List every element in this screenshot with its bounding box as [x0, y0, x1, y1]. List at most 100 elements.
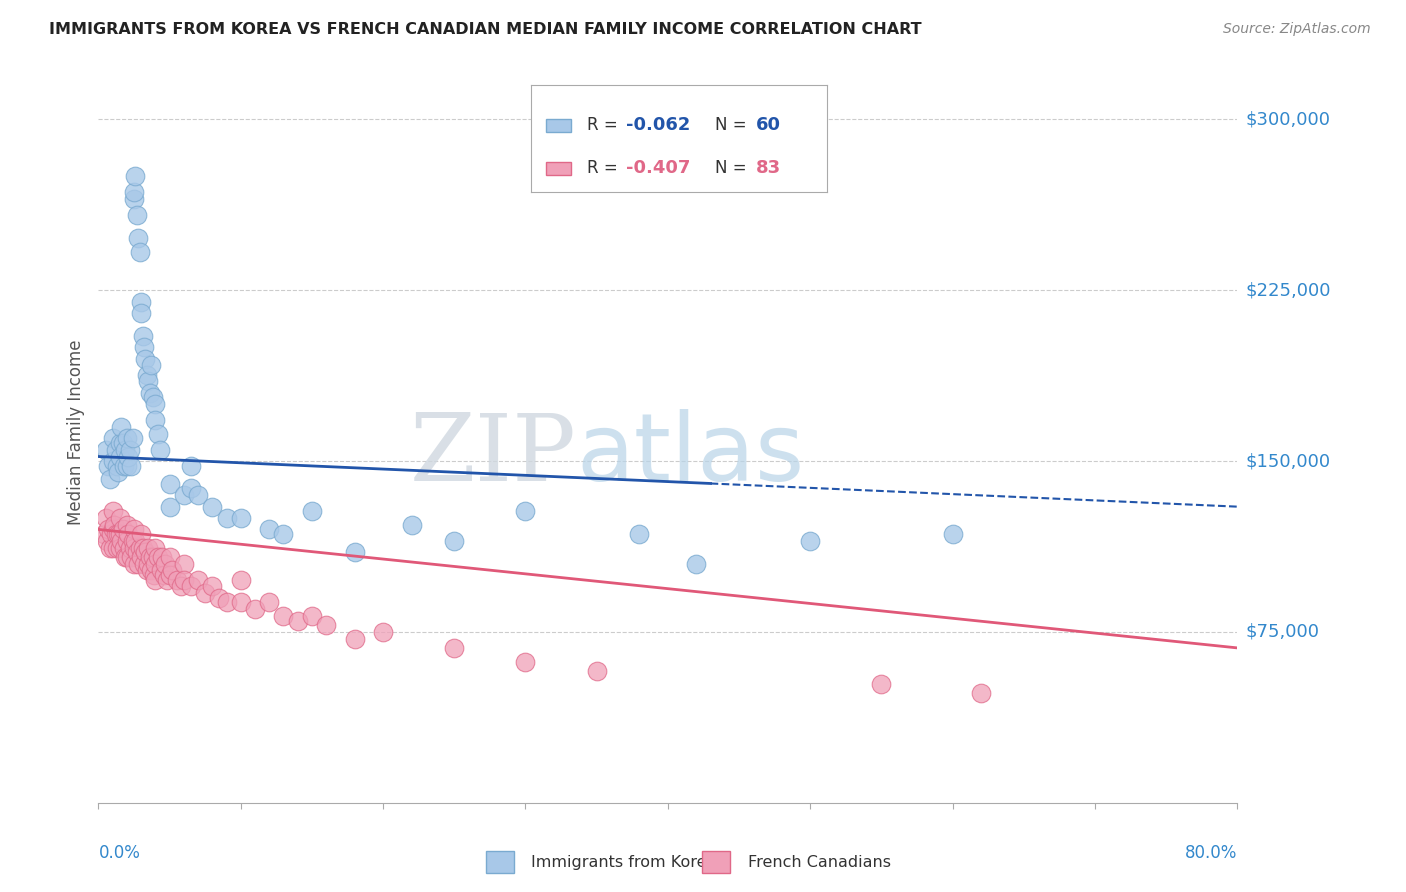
Point [131, 328, 153, 343]
Point [141, 549, 163, 564]
Point [287, 614, 309, 628]
Point [443, 640, 465, 655]
Point [108, 511, 131, 525]
Point [97, 523, 120, 537]
Point [373, 624, 395, 639]
Point [170, 579, 193, 593]
Point [159, 476, 181, 491]
Point [97, 458, 120, 473]
Point [124, 533, 146, 548]
Point [585, 664, 607, 678]
Point [343, 632, 366, 646]
Point [142, 568, 165, 582]
Point [153, 568, 176, 582]
Point [685, 557, 707, 571]
Point [259, 595, 281, 609]
Y-axis label: Median Family Income: Median Family Income [66, 340, 84, 525]
Point [94, 442, 117, 457]
Point [166, 573, 188, 587]
Point [152, 549, 174, 564]
Text: $300,000: $300,000 [1246, 111, 1331, 128]
Point [215, 595, 238, 609]
Point [145, 413, 167, 427]
Point [138, 549, 160, 564]
Point [105, 458, 128, 473]
Point [148, 549, 170, 564]
Point [180, 579, 202, 593]
Point [273, 527, 295, 541]
Point [162, 564, 184, 578]
Point [259, 523, 281, 537]
Point [870, 677, 893, 691]
Point [173, 573, 195, 587]
Point [155, 557, 177, 571]
Point [117, 450, 139, 464]
Point [301, 504, 323, 518]
Point [201, 579, 224, 593]
Point [187, 488, 209, 502]
Point [159, 549, 181, 564]
Text: $150,000: $150,000 [1246, 452, 1331, 470]
Point [108, 435, 131, 450]
Point [107, 466, 129, 480]
Point [128, 541, 150, 555]
Point [110, 533, 132, 548]
Point [628, 527, 651, 541]
Point [136, 541, 159, 555]
Point [108, 527, 131, 541]
Point [799, 533, 821, 548]
Point [229, 595, 252, 609]
Point [108, 450, 131, 464]
Text: $75,000: $75,000 [1246, 623, 1320, 641]
Point [101, 431, 124, 445]
Point [115, 431, 138, 445]
Point [229, 511, 252, 525]
Point [159, 500, 181, 514]
Point [129, 527, 152, 541]
Point [121, 533, 143, 548]
Point [515, 655, 537, 669]
Point [108, 541, 131, 555]
Point [112, 541, 135, 555]
Point [148, 426, 170, 441]
Point [138, 385, 160, 400]
Point [100, 527, 122, 541]
Point [96, 533, 118, 548]
Point [115, 533, 138, 548]
Point [103, 517, 125, 532]
Point [215, 511, 238, 525]
Point [243, 602, 266, 616]
Point [180, 458, 202, 473]
Point [180, 482, 202, 496]
Point [194, 586, 217, 600]
Point [401, 517, 423, 532]
Point [104, 442, 127, 457]
Point [122, 186, 145, 200]
FancyBboxPatch shape [485, 851, 515, 873]
Point [104, 527, 127, 541]
Point [129, 549, 152, 564]
Point [135, 368, 157, 382]
Point [122, 192, 145, 206]
Point [201, 500, 224, 514]
Text: 0.0%: 0.0% [98, 844, 141, 862]
Point [94, 511, 117, 525]
Text: IMMIGRANTS FROM KOREA VS FRENCH CANADIAN MEDIAN FAMILY INCOME CORRELATION CHART: IMMIGRANTS FROM KOREA VS FRENCH CANADIAN… [49, 22, 922, 37]
Point [118, 541, 141, 555]
Point [942, 527, 965, 541]
Point [114, 442, 136, 457]
Point [129, 306, 152, 320]
Point [115, 549, 138, 564]
Point [124, 169, 146, 184]
Point [145, 557, 167, 571]
Text: Source: ZipAtlas.com: Source: ZipAtlas.com [1223, 22, 1371, 37]
Point [187, 573, 209, 587]
Point [121, 431, 143, 445]
Point [136, 557, 159, 571]
Point [122, 541, 145, 555]
Point [173, 557, 195, 571]
Point [118, 442, 141, 457]
Text: $225,000: $225,000 [1246, 281, 1331, 299]
Point [101, 454, 124, 468]
Point [145, 397, 167, 411]
